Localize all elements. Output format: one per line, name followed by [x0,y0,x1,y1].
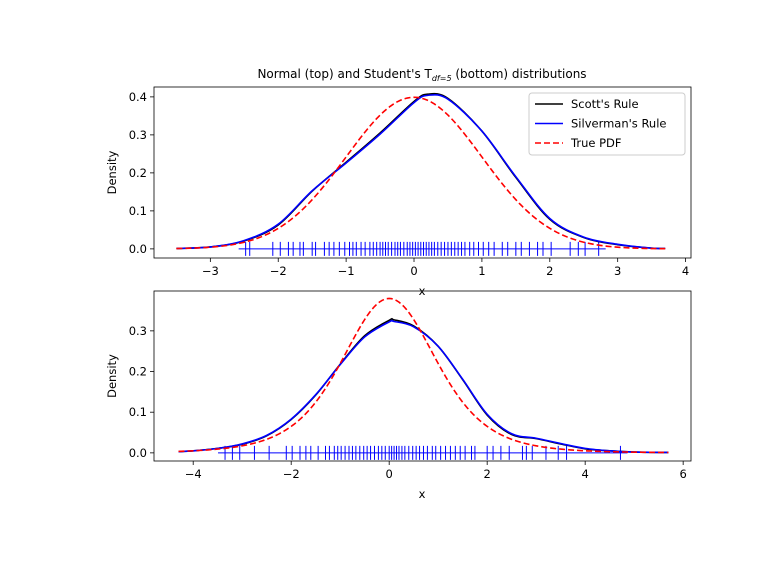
y-tick-label: 0.1 [129,204,147,218]
y-tick-label: 0.3 [129,128,147,142]
y-tick-label: 0.4 [129,90,147,104]
legend-label: Silverman's Rule [571,117,666,131]
y-tick-label: 0.1 [129,405,147,419]
chart-title: Normal (top) and Student's Tdf=5 (bottom… [257,67,586,83]
x-tick-label: 2 [484,467,491,481]
x-tick-label: 3 [614,264,621,278]
x-tick-label: 1 [478,264,485,278]
y-tick-label: 0.3 [129,324,147,338]
legend-label: True PDF [570,136,622,150]
legend: Scott's Rule Silverman's Rule True PDF [528,92,686,156]
x-tick-label: −2 [270,264,287,278]
y-tick-label: 0.2 [129,365,147,379]
x-tick-label: −3 [202,264,219,278]
y-tick-label: 0.0 [129,242,147,256]
legend-box [528,92,686,156]
true-pdf-line [178,297,669,454]
x-tick-label: 0 [386,467,393,481]
legend-label: Scott's Rule [571,97,639,111]
x-tick-label: 0 [410,264,417,278]
x-tick-label: 4 [582,467,589,481]
axes-frame [153,290,692,462]
x-tick-label: 6 [679,467,686,481]
x-tick-label: −2 [283,467,300,481]
x-tick-label: 2 [546,264,553,278]
x-tick-label: −1 [338,264,355,278]
kde-line-silverman [176,93,666,250]
y-axis-label: Density [105,354,119,398]
kde-line-scott [178,317,669,454]
y-tick-label: 0.0 [129,446,147,460]
y-tick-label: 0.2 [129,166,147,180]
top-axes: −3 −2 −1 0 1 2 3 40.00.10.20.30.4xDensityScott'… [105,86,692,298]
bottom-axes: −4 −2 0 2 4 6 0.0 0.1 0.2 0.3 x Density [105,290,692,501]
x-tick-label: 4 [682,264,689,278]
x-tick-label: −4 [185,467,202,481]
true-pdf-line [176,96,666,250]
kde-line-silverman [178,319,669,454]
y-axis-label: Density [105,150,119,194]
x-axis-label: x [419,487,426,501]
axes-frame [153,86,692,259]
